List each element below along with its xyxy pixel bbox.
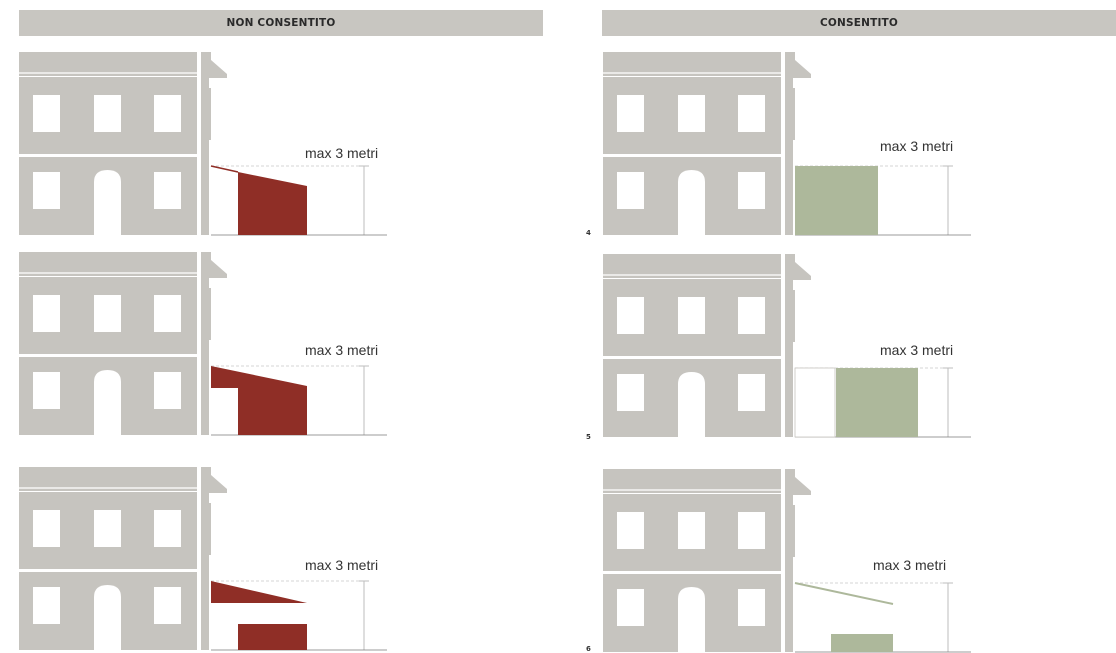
height-label: max 3 metri <box>880 342 953 358</box>
volume-not-allowed <box>238 624 307 650</box>
height-label: max 3 metri <box>305 145 378 161</box>
volume-not-allowed <box>238 172 307 235</box>
canopy-not-allowed <box>211 581 307 603</box>
panel-number: 5 <box>586 433 591 441</box>
panel-number: 6 <box>586 645 591 653</box>
panel-left-3: max 3 metri <box>18 466 388 651</box>
header-non-consentito: NON CONSENTITO <box>19 10 543 36</box>
volume-allowed <box>831 634 893 652</box>
canopy-allowed <box>794 582 894 605</box>
panel-right-4: max 3 metri 4 <box>586 51 972 237</box>
header-consentito: CONSENTITO <box>602 10 1116 36</box>
panel-right-6: max 3 metri 6 <box>586 468 972 653</box>
panel-right-5: max 3 metri 5 <box>586 253 972 441</box>
height-label: max 3 metri <box>873 557 946 573</box>
height-label: max 3 metri <box>880 138 953 154</box>
height-label: max 3 metri <box>305 342 378 358</box>
panel-number: 4 <box>586 229 591 237</box>
height-label: max 3 metri <box>305 557 378 573</box>
panel-left-1: max 3 metri <box>18 51 388 236</box>
volume-not-allowed <box>211 366 307 435</box>
panel-left-2: max 3 metri <box>18 251 388 436</box>
volume-allowed <box>836 368 918 437</box>
volume-allowed <box>795 166 878 235</box>
